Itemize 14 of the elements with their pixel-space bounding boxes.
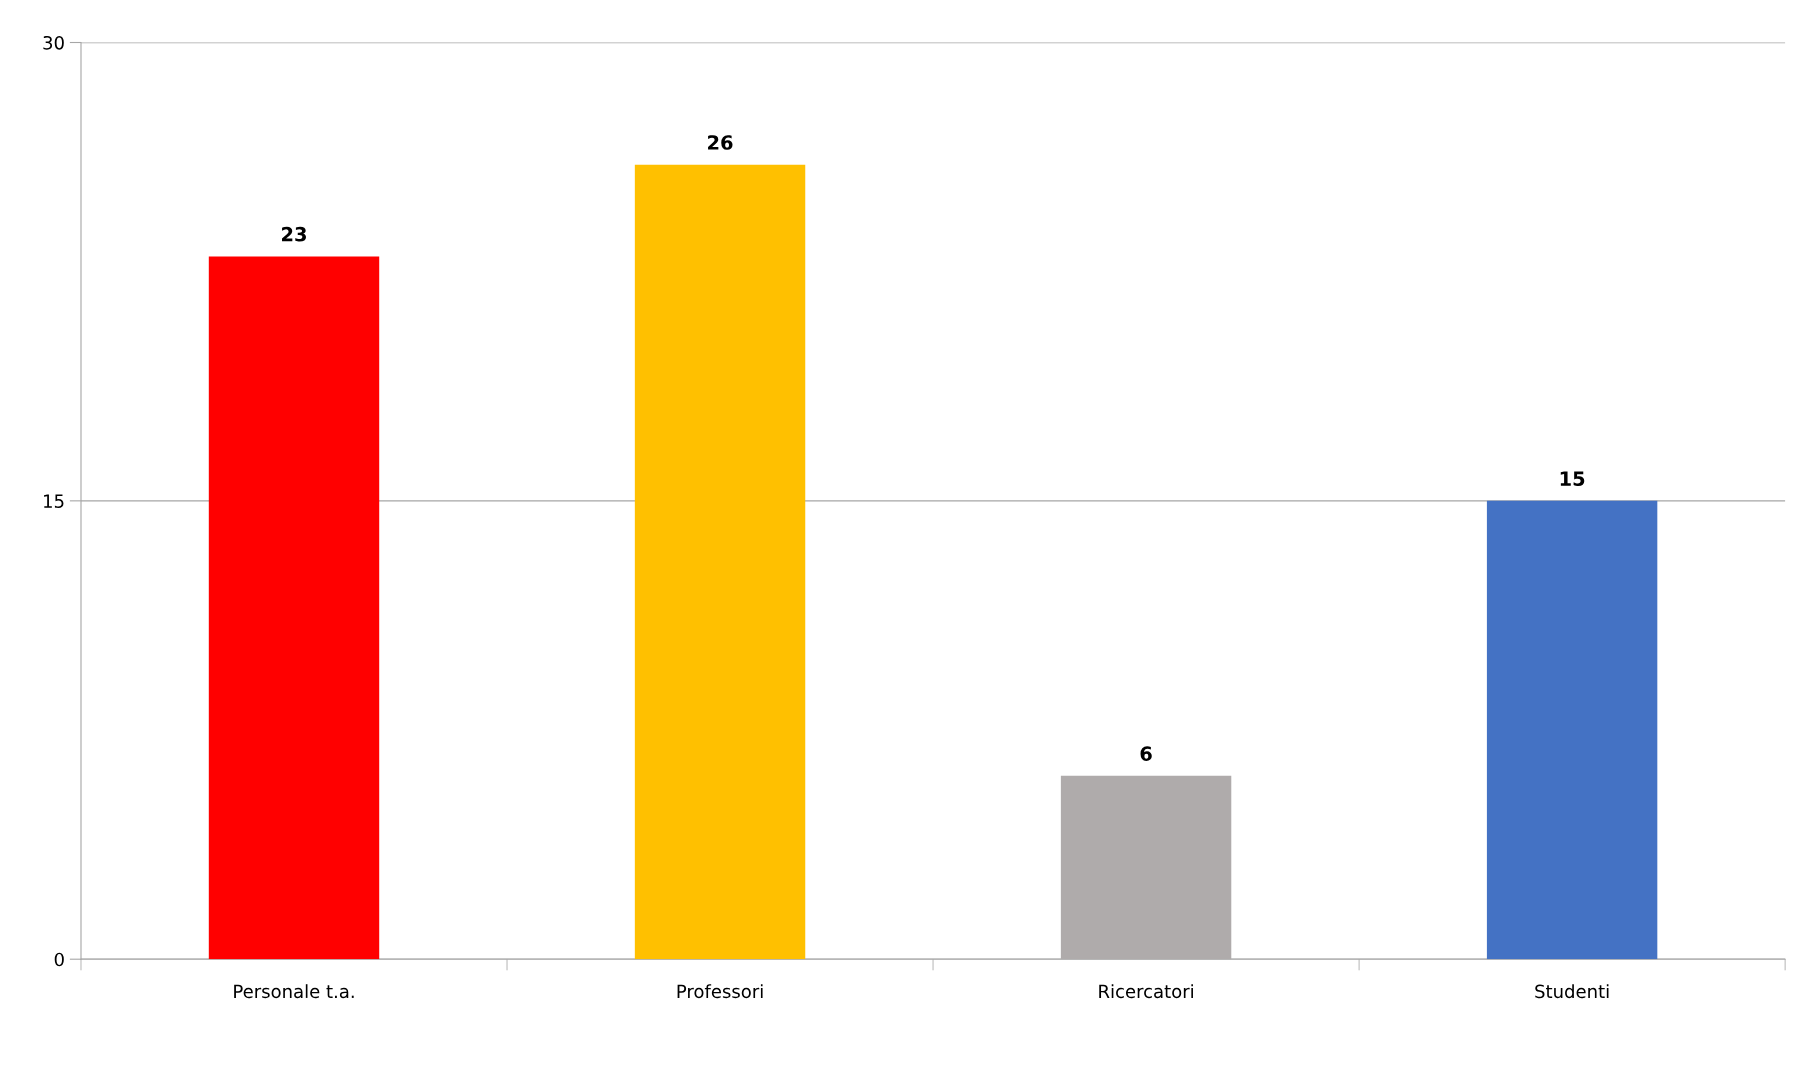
x-tick-label: Ricercatori (1099, 984, 1193, 999)
data-label: 23 (282, 226, 306, 242)
x-tick-label: Studenti (1535, 984, 1609, 999)
y-tick-label: 0 (54, 952, 64, 967)
data-label: 6 (1140, 746, 1152, 761)
data-label: 26 (708, 135, 733, 150)
y-tick-label: 30 (43, 35, 64, 50)
bar (634, 164, 806, 960)
x-tick-label: Professori (677, 984, 763, 999)
data-label: 15 (1560, 471, 1585, 486)
bar (208, 256, 380, 960)
bar (1486, 500, 1658, 960)
x-tick-label: Personale t.a. (234, 984, 354, 999)
y-tick-label: 15 (44, 494, 64, 508)
